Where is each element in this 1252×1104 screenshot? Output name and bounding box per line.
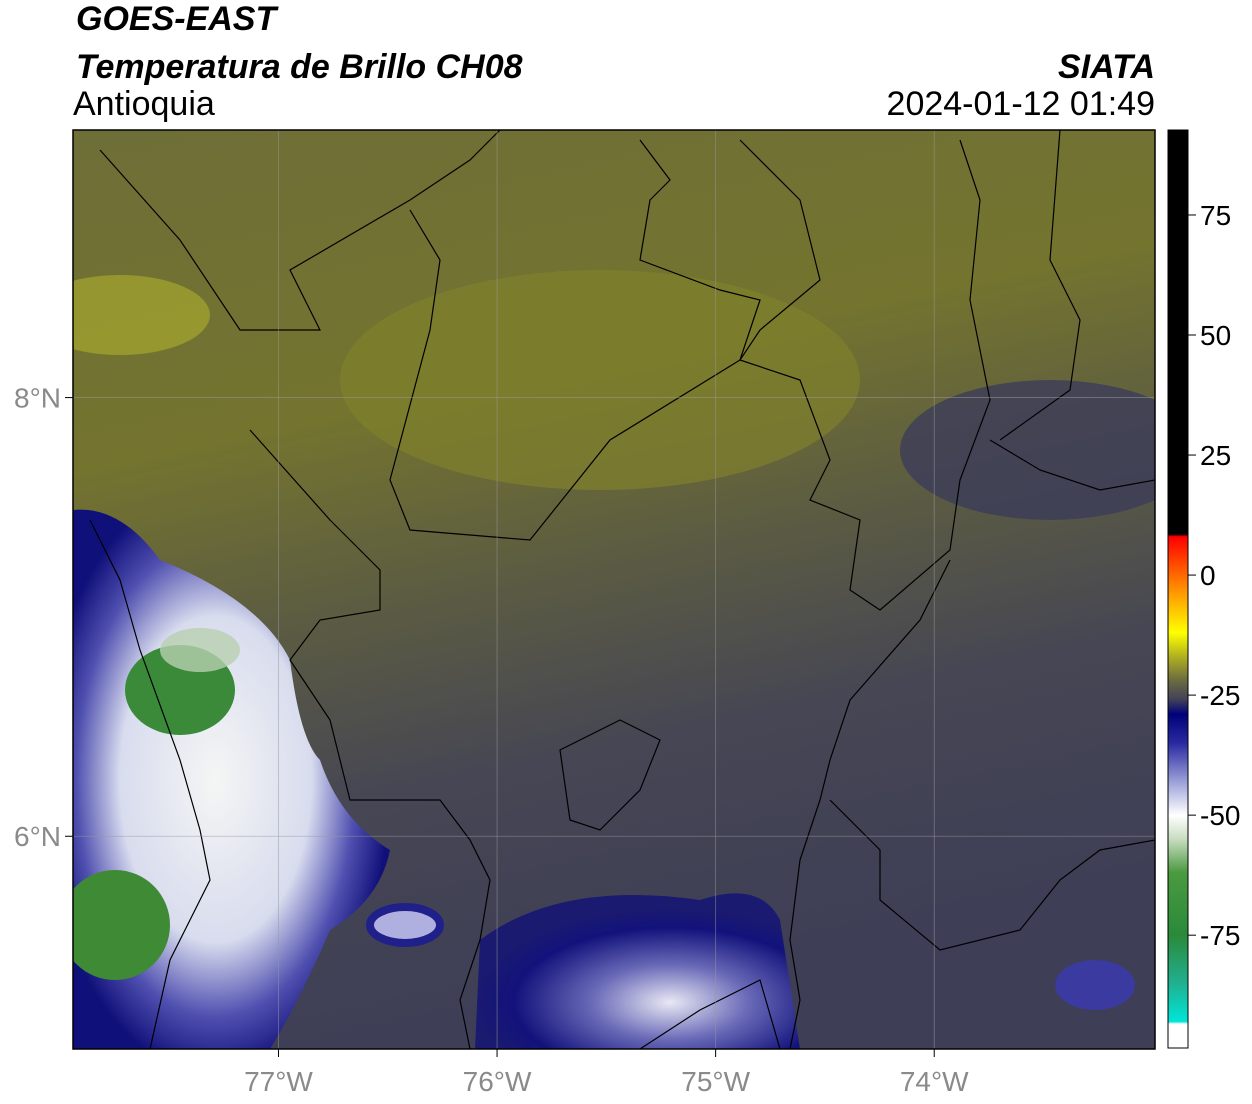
title: GOES-EAST [76,0,279,38]
colorbar-tick-label: -75 [1200,920,1240,951]
colorbar-tick-label: 0 [1200,560,1216,591]
cloud-area [475,893,800,1049]
region: Antioquia [73,85,215,123]
gridlines [73,130,1155,1049]
warm-area [73,275,210,355]
cloud-area [1055,960,1135,1010]
x-tick-label: 75°W [681,1066,750,1097]
source: SIATA [1058,48,1155,86]
colorbar-tick-label: 25 [1200,440,1231,471]
colorbar-tick-label: 75 [1200,200,1231,231]
colorbar [1167,129,1189,1049]
y-tick-label: 8°N [14,383,61,414]
x-tick-label: 77°W [244,1066,313,1097]
map-image [73,130,1155,1049]
colorbar-tick-label: 50 [1200,320,1231,351]
cool-area [900,380,1155,520]
datetime: 2024-01-12 01:49 [887,85,1155,123]
colorbar-tick-label: -25 [1200,680,1240,711]
cloud-area [366,903,444,947]
x-tick-label: 74°W [900,1066,969,1097]
map-frame [72,129,1156,1050]
cold-top [73,870,170,980]
warm-area [340,270,860,490]
x-tick-label: 76°W [463,1066,532,1097]
cold-top [160,628,240,672]
subtitle: Temperatura de Brillo CH08 [76,48,523,86]
y-tick-label: 6°N [14,821,61,852]
colorbar-tick-label: -50 [1200,800,1240,831]
borders [89,130,1155,1049]
